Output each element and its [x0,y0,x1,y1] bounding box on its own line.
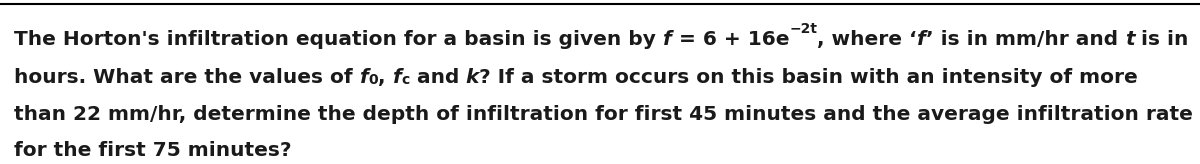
Text: than 22 mm/hr, determine the depth of infiltration for first 45 minutes and the : than 22 mm/hr, determine the depth of in… [14,105,1193,124]
Text: f: f [662,30,672,49]
Text: −2t: −2t [790,22,817,36]
Text: f: f [360,68,368,87]
Text: k: k [466,68,479,87]
Text: c: c [401,73,409,87]
Text: and: and [409,68,466,87]
Text: t: t [1124,30,1134,49]
Text: = 6 + 16e: = 6 + 16e [672,30,790,49]
Text: , where ‘: , where ‘ [817,30,917,49]
Text: 0: 0 [368,73,378,87]
Text: for the first 75 minutes?: for the first 75 minutes? [14,141,292,160]
Text: f: f [917,30,925,49]
Text: f: f [392,68,401,87]
Text: hours. What are the values of: hours. What are the values of [14,68,360,87]
Text: ’ is in mm/hr and: ’ is in mm/hr and [925,30,1124,49]
Text: ? If a storm occurs on this basin with an intensity of more: ? If a storm occurs on this basin with a… [479,68,1138,87]
Text: The Horton's infiltration equation for a basin is given by: The Horton's infiltration equation for a… [14,30,662,49]
Text: is in: is in [1134,30,1189,49]
Text: ,: , [378,68,392,87]
